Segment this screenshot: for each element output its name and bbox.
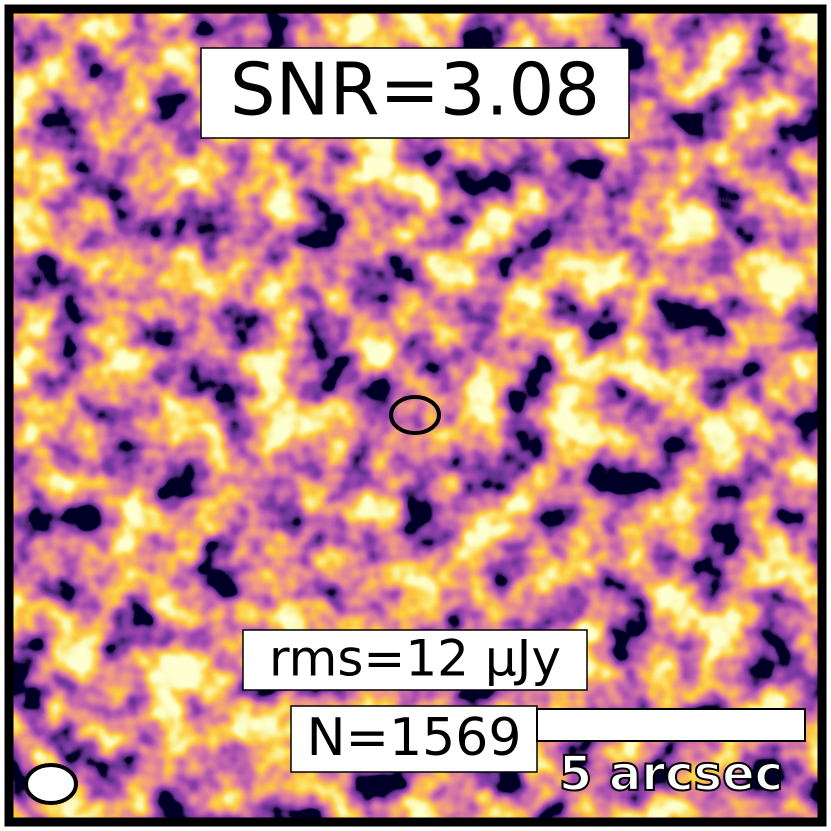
source-aperture (389, 395, 441, 435)
snr-box (200, 47, 630, 139)
scale-bar-label: 5 arcsec (559, 746, 783, 802)
scale-bar (536, 708, 806, 742)
snr-label: SNR=3.08 (230, 48, 600, 132)
beam (24, 763, 78, 805)
rms-label: rms=12 μJy (269, 630, 561, 688)
rms-box (242, 629, 588, 691)
count-label: N=1569 (307, 708, 522, 768)
count-box (290, 705, 538, 773)
frame (4, 4, 827, 827)
